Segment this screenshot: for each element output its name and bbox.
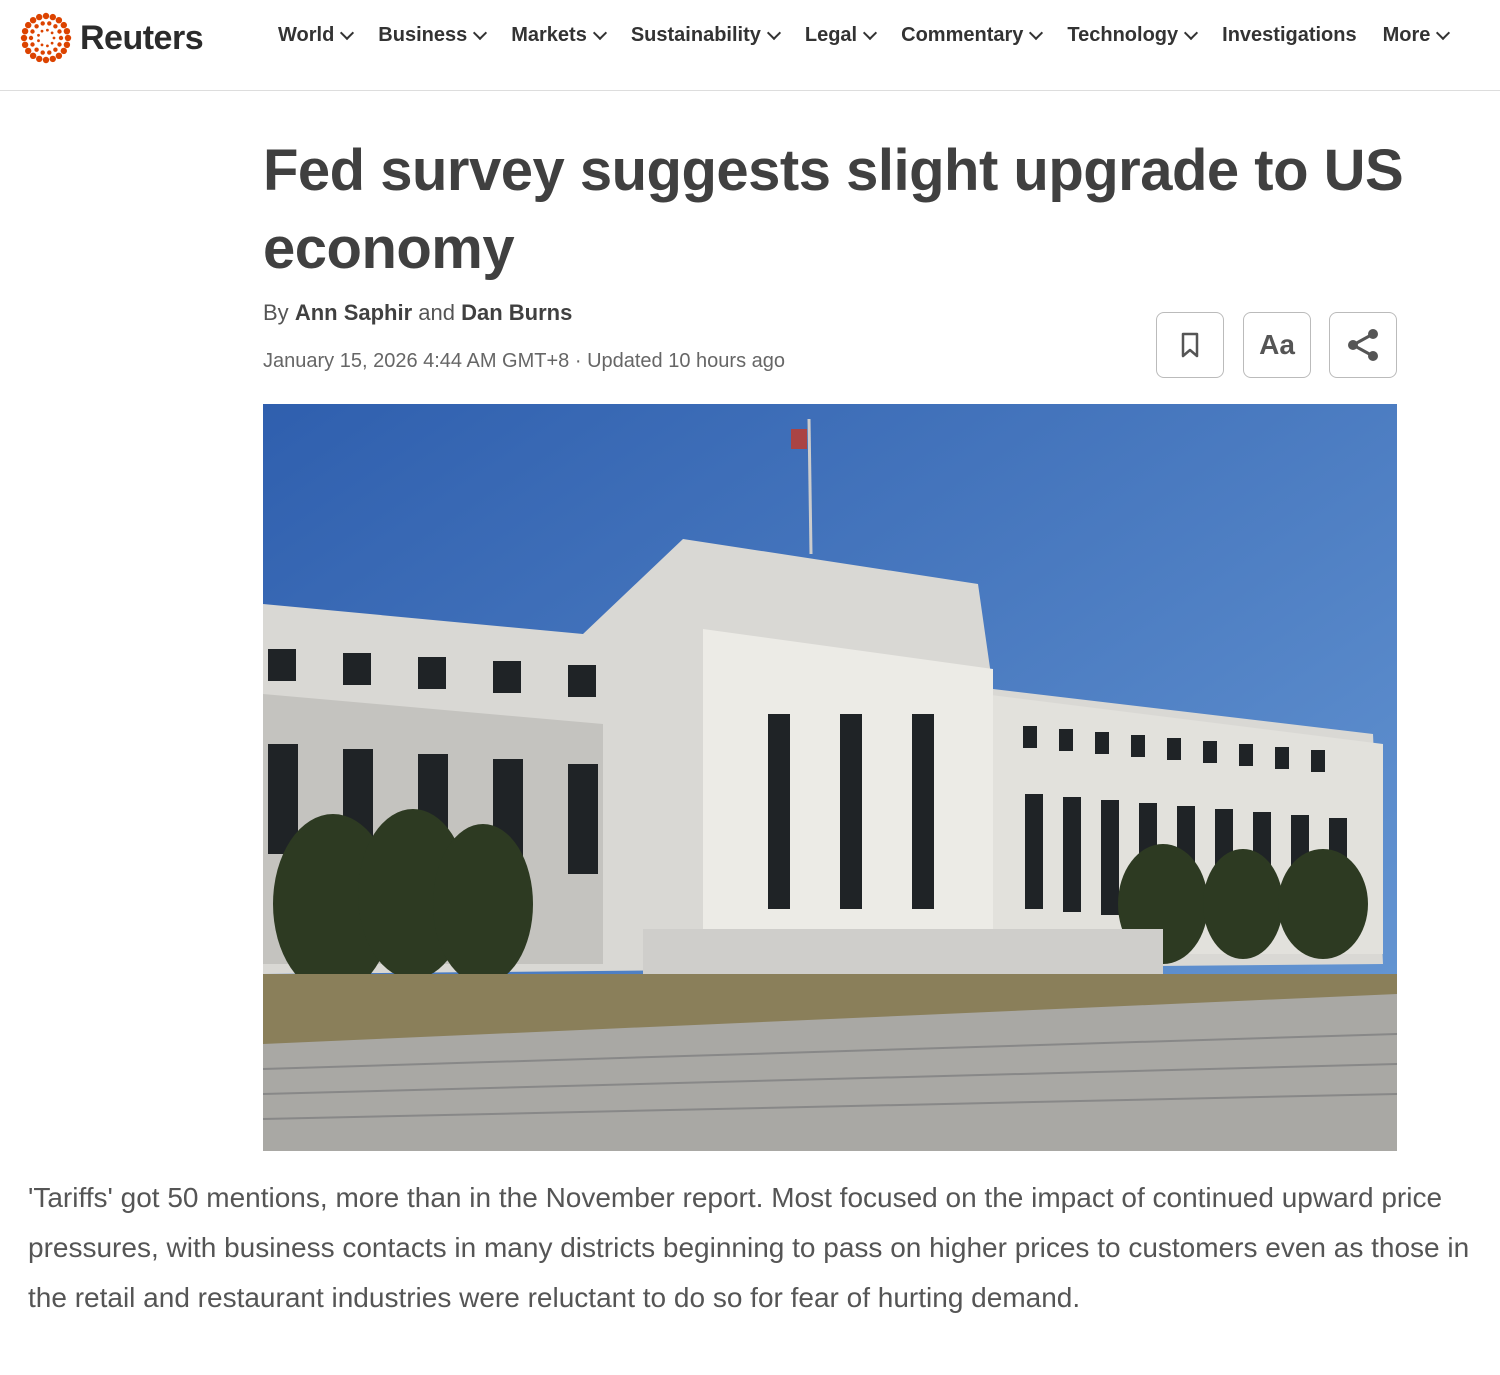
nav-item-label: Commentary — [901, 24, 1024, 46]
nav-item-legal[interactable]: Legal — [804, 24, 878, 47]
share-icon — [1348, 329, 1378, 361]
nav-item-technology[interactable]: Technology — [1067, 24, 1199, 47]
reuters-logo-icon — [20, 12, 72, 64]
bookmark-button[interactable] — [1156, 312, 1224, 378]
main-menu: World Business Markets Sustainability Legal C… — [278, 24, 1474, 47]
article-title: Fed survey suggests slight upgrade to US… — [263, 138, 1404, 281]
byline-and: and — [418, 300, 455, 325]
bookmark-icon — [1181, 332, 1199, 358]
nav-item-label: Markets — [511, 24, 587, 46]
nav-item-label: More — [1382, 24, 1431, 46]
nav-item-label: Technology — [1067, 24, 1179, 46]
chevron-down-icon — [1184, 25, 1199, 41]
nav-item-sustainability[interactable]: Sustainability — [630, 24, 781, 47]
chevron-down-icon — [1029, 25, 1044, 41]
share-button[interactable] — [1329, 312, 1397, 378]
nav-item-label: Legal — [804, 24, 858, 46]
nav-item-commentary[interactable]: Commentary — [901, 24, 1044, 47]
chevron-down-icon — [766, 25, 781, 41]
chevron-down-icon — [1436, 25, 1451, 41]
author-link[interactable]: Ann Saphir — [294, 300, 413, 325]
nav-item-markets[interactable]: Markets — [511, 24, 607, 47]
chevron-down-icon — [340, 25, 355, 41]
logo-text: Reuters — [80, 18, 204, 57]
nav-item-label: Sustainability — [630, 24, 761, 46]
top-navigation: Reuters World Business Markets Sustainabili… — [0, 0, 1500, 91]
nav-item-label: World — [278, 24, 335, 46]
chevron-down-icon — [473, 25, 488, 41]
nav-item-label: Investigations — [1222, 24, 1357, 46]
federal-reserve-building-image — [263, 404, 1397, 1151]
nav-item-label: Business — [378, 24, 468, 46]
nav-item-more[interactable]: More — [1382, 24, 1451, 47]
article-paragraph: 'Tariffs' got 50 mentions, more than in … — [28, 1182, 1470, 1313]
reuters-logo[interactable]: Reuters — [20, 12, 204, 64]
chevron-down-icon — [592, 25, 607, 41]
byline: By Ann Saphir and Dan Burns — [263, 300, 572, 326]
byline-prefix: By — [263, 300, 289, 325]
nav-item-investigations[interactable]: Investigations — [1222, 24, 1356, 47]
text-size-button[interactable]: Aa — [1243, 312, 1311, 378]
nav-item-world[interactable]: World — [278, 24, 355, 47]
article-photo[interactable] — [263, 404, 1397, 1151]
author-link[interactable]: Dan Burns — [461, 300, 573, 325]
nav-item-business[interactable]: Business — [378, 24, 488, 47]
chevron-down-icon — [863, 25, 878, 41]
publish-date: January 15, 2026 4:44 AM GMT+8 · Updated… — [263, 350, 785, 372]
text-size-label: Aa — [1259, 329, 1295, 360]
